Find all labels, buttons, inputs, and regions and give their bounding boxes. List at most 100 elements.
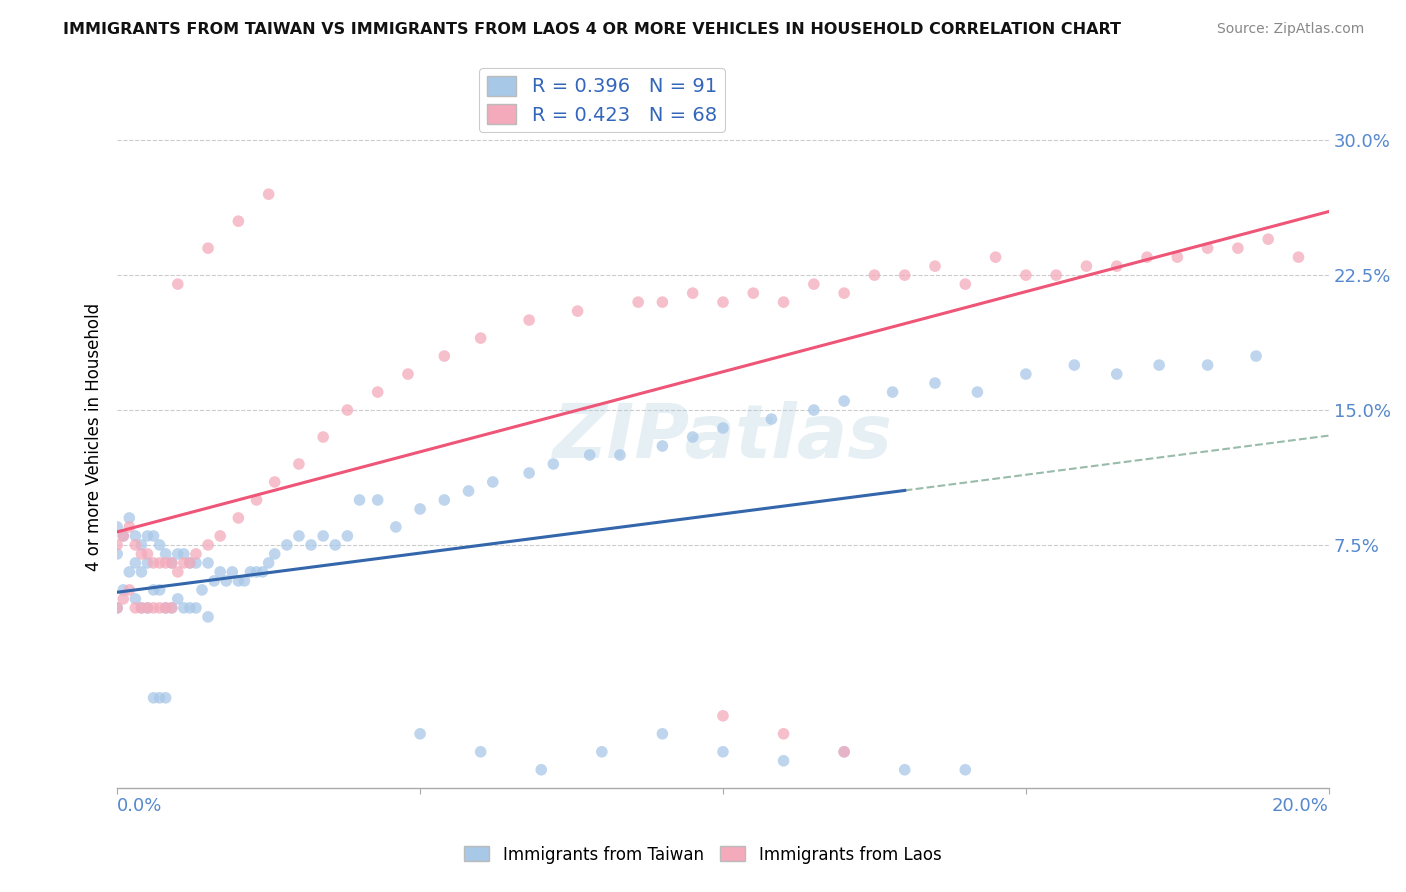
Point [263, 547, 285, 561]
Point [367, 493, 389, 508]
Point [142, 582, 165, 597]
Point [257, 556, 280, 570]
Point [136, 547, 159, 561]
Point [131, 538, 153, 552]
Point [136, 529, 159, 543]
Point [112, 529, 135, 543]
Point [257, 187, 280, 202]
Point [651, 295, 673, 310]
Point [336, 529, 359, 543]
Point [173, 556, 195, 570]
Point [1015, 367, 1038, 381]
Point [711, 745, 734, 759]
Point [221, 565, 243, 579]
Point [470, 745, 492, 759]
Point [124, 591, 146, 606]
Point [239, 565, 262, 579]
Point [312, 430, 335, 444]
Point [149, 538, 172, 552]
Point [803, 277, 825, 292]
Point [173, 547, 195, 561]
Point [1105, 259, 1128, 273]
Point [136, 556, 159, 570]
Point [984, 250, 1007, 264]
Point [385, 520, 408, 534]
Point [202, 574, 225, 588]
Point [1244, 349, 1267, 363]
Point [433, 493, 456, 508]
Point [349, 493, 371, 508]
Point [1063, 358, 1085, 372]
Point [166, 565, 188, 579]
Point [124, 529, 146, 543]
Point [149, 556, 172, 570]
Point [209, 529, 232, 543]
Point [228, 214, 250, 228]
Point [772, 727, 794, 741]
Point [245, 493, 267, 508]
Point [112, 582, 135, 597]
Point [155, 690, 177, 705]
Point [149, 600, 172, 615]
Point [470, 331, 492, 345]
Point [142, 600, 165, 615]
Text: 0.0%: 0.0% [117, 797, 163, 814]
Point [396, 367, 419, 381]
Point [179, 556, 201, 570]
Point [530, 763, 553, 777]
Point [215, 574, 238, 588]
Point [1076, 259, 1098, 273]
Point [409, 502, 432, 516]
Point [105, 520, 128, 534]
Point [149, 690, 172, 705]
Point [323, 538, 346, 552]
Point [191, 582, 214, 597]
Point [832, 286, 855, 301]
Point [166, 547, 188, 561]
Point [184, 547, 207, 561]
Point [457, 483, 479, 498]
Point [136, 600, 159, 615]
Point [578, 448, 600, 462]
Point [567, 304, 589, 318]
Text: IMMIGRANTS FROM TAIWAN VS IMMIGRANTS FROM LAOS 4 OR MORE VEHICLES IN HOUSEHOLD C: IMMIGRANTS FROM TAIWAN VS IMMIGRANTS FRO… [63, 22, 1121, 37]
Point [166, 277, 188, 292]
Point [682, 286, 704, 301]
Point [711, 421, 734, 435]
Point [299, 538, 322, 552]
Point [761, 412, 783, 426]
Point [105, 547, 128, 561]
Point [481, 475, 503, 489]
Point [179, 600, 201, 615]
Point [288, 457, 311, 471]
Point [1015, 268, 1038, 282]
Point [288, 529, 311, 543]
Point [1257, 232, 1279, 246]
Point [711, 295, 734, 310]
Point [209, 565, 232, 579]
Point [184, 600, 207, 615]
Point [893, 763, 915, 777]
Text: Source: ZipAtlas.com: Source: ZipAtlas.com [1216, 22, 1364, 37]
Point [1226, 241, 1249, 255]
Point [1105, 367, 1128, 381]
Point [955, 277, 977, 292]
Point [336, 403, 359, 417]
Point [136, 600, 159, 615]
Point [651, 439, 673, 453]
Point [627, 295, 650, 310]
Point [409, 727, 432, 741]
Point [955, 763, 977, 777]
Point [1147, 358, 1170, 372]
Point [832, 394, 855, 409]
Point [742, 286, 765, 301]
Point [772, 754, 794, 768]
Point [651, 727, 673, 741]
Point [124, 556, 146, 570]
Point [924, 376, 946, 390]
Point [682, 430, 704, 444]
Point [105, 538, 128, 552]
Point [893, 268, 915, 282]
Point [118, 582, 141, 597]
Text: ZIPatlas: ZIPatlas [553, 401, 893, 474]
